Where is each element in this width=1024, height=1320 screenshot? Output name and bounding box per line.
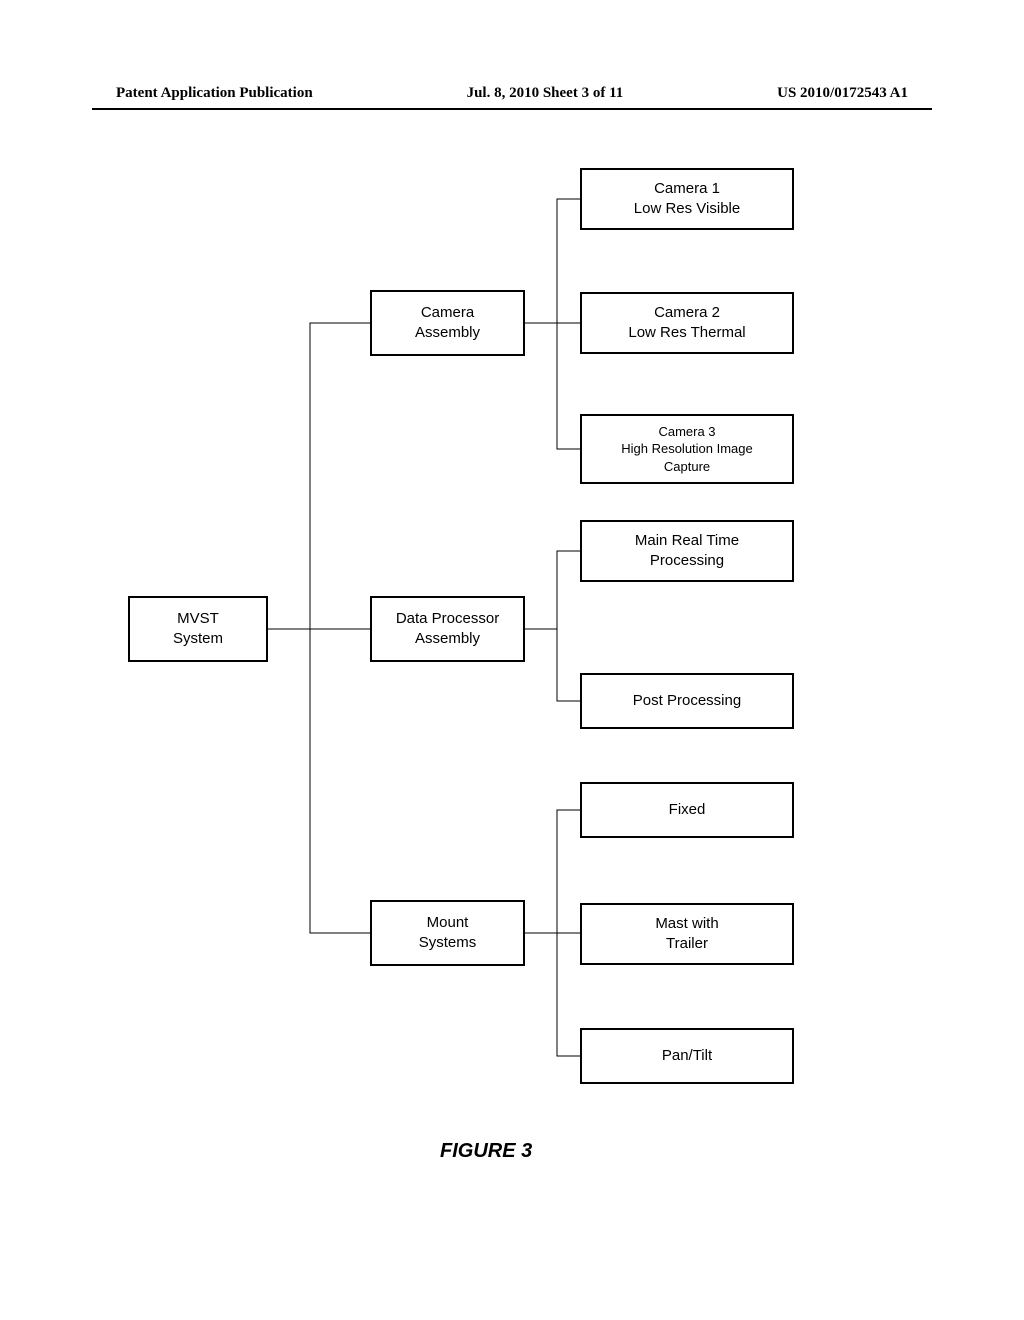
node-pant: Pan/Tilt <box>580 1028 794 1084</box>
node-mast: Mast withTrailer <box>580 903 794 965</box>
node-mast-label: Mast withTrailer <box>655 914 718 955</box>
node-pant-label: Pan/Tilt <box>662 1046 712 1066</box>
node-cam2-label: Camera 2Low Res Thermal <box>628 303 745 344</box>
node-cam1: Camera 1Low Res Visible <box>580 168 794 230</box>
node-dp: Data ProcessorAssembly <box>370 596 525 662</box>
edge-cam-cam3 <box>525 323 580 449</box>
edge-root-mount <box>268 629 370 933</box>
node-cam3-label: Camera 3High Resolution ImageCapture <box>621 423 753 476</box>
node-rtp-label: Main Real TimeProcessing <box>635 531 739 572</box>
node-mount: MountSystems <box>370 900 525 966</box>
edge-root-cam <box>268 323 370 629</box>
edge-mount-pant <box>525 933 580 1056</box>
edge-mount-fixed <box>525 810 580 933</box>
node-fixed: Fixed <box>580 782 794 838</box>
edge-dp-rtp <box>525 551 580 629</box>
node-cam1-label: Camera 1Low Res Visible <box>634 179 740 220</box>
diagram-canvas: MVSTSystem CameraAssembly Data ProcessorAs… <box>0 0 1024 1320</box>
node-root: MVSTSystem <box>128 596 268 662</box>
node-root-label: MVSTSystem <box>173 609 223 650</box>
figure-label: FIGURE 3 <box>440 1140 532 1163</box>
node-mount-label: MountSystems <box>419 913 477 954</box>
node-cam3: Camera 3High Resolution ImageCapture <box>580 414 794 484</box>
node-cam2: Camera 2Low Res Thermal <box>580 292 794 354</box>
node-cam-label: CameraAssembly <box>415 303 480 344</box>
edge-cam-cam1 <box>525 199 580 323</box>
edge-dp-post <box>525 629 580 701</box>
node-dp-label: Data ProcessorAssembly <box>396 609 499 650</box>
node-cam: CameraAssembly <box>370 290 525 356</box>
node-rtp: Main Real TimeProcessing <box>580 520 794 582</box>
node-fixed-label: Fixed <box>669 800 706 820</box>
node-post: Post Processing <box>580 673 794 729</box>
node-post-label: Post Processing <box>633 691 741 711</box>
